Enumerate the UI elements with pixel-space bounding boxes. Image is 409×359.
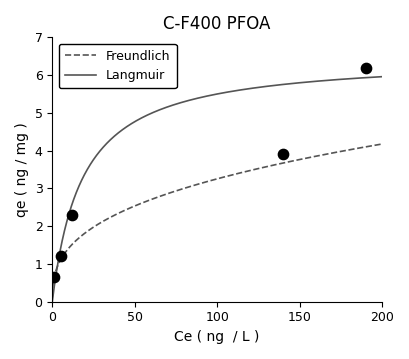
Freundlich xyxy=(183,186,188,190)
Freundlich xyxy=(50,295,55,299)
Freundlich xyxy=(380,142,384,146)
Legend: Freundlich, Langmuir: Freundlich, Langmuir xyxy=(58,43,177,88)
Line: Langmuir: Langmuir xyxy=(52,77,382,302)
Line: Freundlich: Freundlich xyxy=(52,144,382,297)
Freundlich xyxy=(276,162,281,166)
Langmuir xyxy=(83,170,88,174)
Point xyxy=(51,274,57,280)
Langmuir xyxy=(307,80,312,84)
Langmuir xyxy=(195,96,200,101)
Langmuir xyxy=(183,99,188,103)
Point xyxy=(280,151,286,157)
Point xyxy=(69,212,75,218)
Y-axis label: qe ( ng / mg ): qe ( ng / mg ) xyxy=(15,122,29,217)
Langmuir xyxy=(50,299,55,304)
X-axis label: Ce ( ng  / L ): Ce ( ng / L ) xyxy=(175,330,260,344)
Freundlich xyxy=(83,230,88,234)
Point xyxy=(362,65,369,70)
Point xyxy=(57,253,64,259)
Freundlich xyxy=(195,182,200,186)
Freundlich xyxy=(313,154,318,158)
Langmuir xyxy=(313,79,318,84)
Title: C-F400 PFOA: C-F400 PFOA xyxy=(164,15,271,33)
Freundlich xyxy=(307,155,312,160)
Langmuir xyxy=(276,83,281,87)
Langmuir xyxy=(380,75,384,79)
